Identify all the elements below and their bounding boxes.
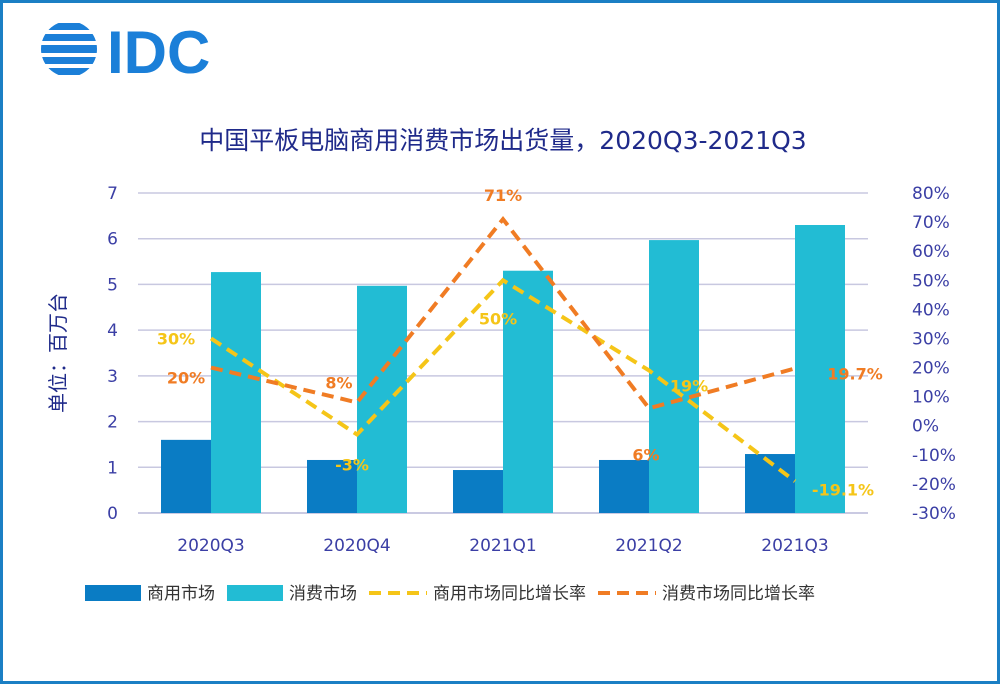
bar-consumer [503, 270, 553, 513]
bar-commercial [453, 470, 503, 513]
x-tick-label: 2021Q2 [615, 536, 682, 556]
y-tick-label: 7 [107, 184, 118, 204]
bar-consumer [649, 240, 699, 514]
bar-consumer [357, 285, 407, 513]
data-label: -3% [335, 455, 369, 474]
legend-label: 商用市场同比增长率 [433, 584, 586, 604]
data-label: 8% [325, 373, 352, 392]
line-consumer-growth [210, 215, 796, 411]
legend-label: 商用市场 [147, 584, 215, 604]
x-tick-label: 2020Q4 [323, 536, 390, 556]
chart-title: 中国平板电脑商用消费市场出货量，2020Q3-2021Q3 [199, 126, 807, 155]
y-tick-label: 5 [107, 275, 118, 295]
bar-commercial [599, 459, 649, 513]
y2-tick-label: 0% [912, 417, 939, 437]
bar-commercial [161, 439, 211, 513]
legend-swatch [85, 585, 141, 601]
y2-tick-label: 10% [912, 388, 950, 408]
y2-tick-label: 20% [912, 359, 950, 379]
data-label: 71% [484, 186, 522, 205]
y2-tick-label: 40% [912, 300, 950, 320]
legend-label: 消费市场 [289, 584, 357, 604]
line-commercial-growth [209, 277, 797, 483]
logo-text: IDC [107, 21, 210, 81]
data-label: 6% [632, 445, 659, 464]
data-label: 50% [479, 309, 517, 328]
y-tick-label: 0 [107, 504, 118, 524]
y2-tick-label: 70% [912, 213, 950, 233]
legend-swatch [227, 585, 283, 601]
x-tick-label: 2020Q3 [177, 536, 244, 556]
y2-tick-label: 30% [912, 329, 950, 349]
y-tick-label: 1 [107, 458, 118, 478]
bar-commercial [307, 459, 357, 513]
y-tick-label: 4 [107, 321, 118, 341]
y2-tick-label: -30% [912, 504, 956, 524]
y2-tick-label: -10% [912, 446, 956, 466]
data-label: 19.7% [827, 364, 883, 383]
data-label: 20% [167, 369, 205, 388]
data-label: 19% [670, 376, 708, 395]
y-axis-label: 单位：百万台 [46, 293, 70, 413]
bar-consumer [211, 272, 261, 513]
y2-tick-label: -20% [912, 475, 956, 495]
x-tick-label: 2021Q3 [761, 536, 828, 556]
x-tick-label: 2021Q1 [469, 536, 536, 556]
y-tick-label: 3 [107, 367, 118, 387]
idc-logo: IDC [39, 19, 239, 86]
y-tick-label: 2 [107, 413, 118, 433]
y2-tick-label: 60% [912, 242, 950, 262]
y-tick-label: 6 [107, 230, 118, 250]
legend-label: 消费市场同比增长率 [662, 584, 815, 604]
y2-tick-label: 50% [912, 271, 950, 291]
data-label: -19.1% [812, 480, 874, 499]
chart: 0 1 2 3 4 5 6 7 -30% -20% -10% 0% 10% 20% 30% 40% 50% 60%… [46, 184, 956, 604]
y2-tick-label: 80% [912, 184, 950, 204]
globe-icon [41, 23, 97, 75]
bar-consumer [795, 225, 845, 513]
data-label: 30% [157, 329, 195, 348]
